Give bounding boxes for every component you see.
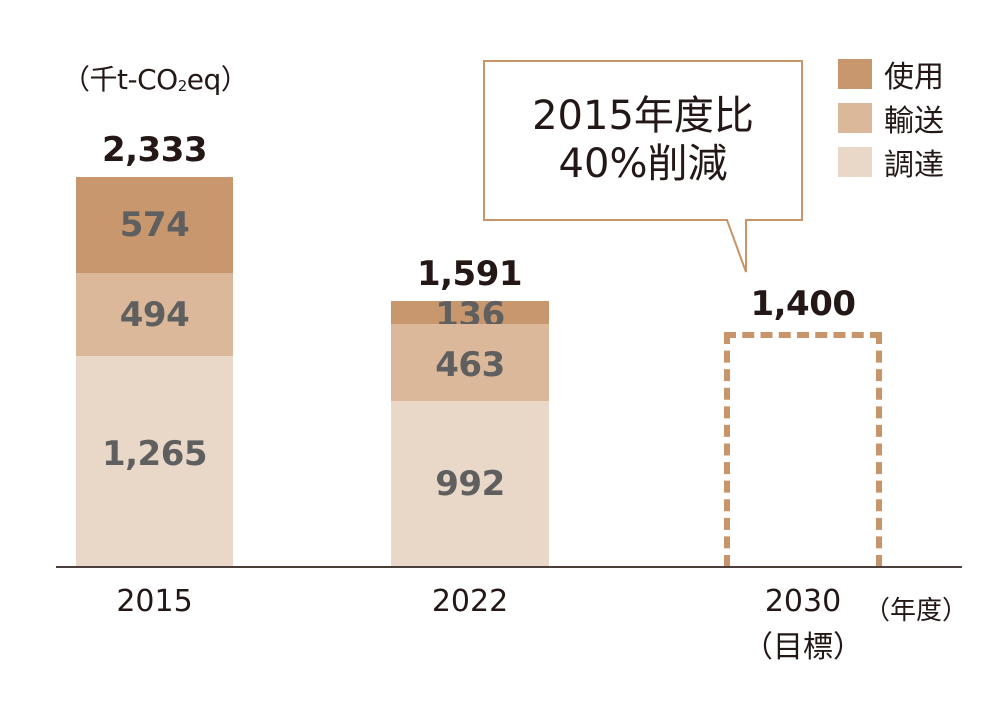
legend-item-use: 使用: [838, 52, 944, 96]
x-label-2015: 2015: [116, 584, 193, 619]
callout-line-2: 40%削減: [558, 141, 728, 187]
x-axis-unit: （年度）: [864, 596, 969, 626]
target-outline-2030: [724, 332, 882, 567]
legend-label-transport: 輸送: [884, 104, 944, 139]
segment-use-2022: 136: [391, 295, 549, 335]
segment-value: 463: [435, 344, 505, 385]
total-label-2022: 1,591: [416, 254, 523, 294]
x-label-2030-note: （目標）: [743, 630, 863, 665]
total-label-2030-target: 1,400: [750, 284, 856, 324]
legend-swatch-procurement: [838, 147, 872, 177]
segment-value: 1,265: [101, 433, 208, 474]
segment-value: 494: [119, 294, 190, 335]
segment-procurement-2022: 992: [391, 401, 549, 567]
legend-swatch-transport: [838, 103, 872, 133]
unit-prefix: （千t-CO: [62, 63, 178, 96]
x-axis-line: [56, 566, 962, 568]
legend-label-procurement: 調達: [884, 148, 944, 183]
legend-item-procurement: 調達: [838, 140, 944, 184]
segment-transport-2022: 463: [391, 324, 549, 401]
bar-2015: 574 494 1,265: [76, 177, 233, 567]
x-label-2022: 2022: [431, 584, 509, 619]
legend-item-transport: 輸送: [838, 96, 944, 140]
legend-swatch-use: [838, 59, 872, 89]
segment-value: 992: [435, 464, 505, 504]
bar-2022: 136 463 992: [391, 295, 549, 567]
segment-use-2015: 574: [76, 177, 233, 273]
callout-text: 2015年度比 40%削減: [484, 92, 802, 188]
callout-line-1: 2015年度比: [532, 93, 754, 139]
unit-subscript: 2: [177, 77, 188, 95]
total-label-2015: 2,333: [101, 130, 208, 170]
y-unit-label: （千t-CO2eq）: [62, 58, 249, 98]
segment-procurement-2015: 1,265: [76, 356, 233, 567]
x-label-2030: 2030: [764, 584, 842, 619]
segment-transport-2015: 494: [76, 273, 233, 356]
legend-label-use: 使用: [884, 60, 944, 95]
legend: 使用 輸送 調達: [838, 52, 944, 184]
segment-value: 574: [119, 205, 190, 245]
unit-suffix: eq）: [186, 63, 249, 96]
